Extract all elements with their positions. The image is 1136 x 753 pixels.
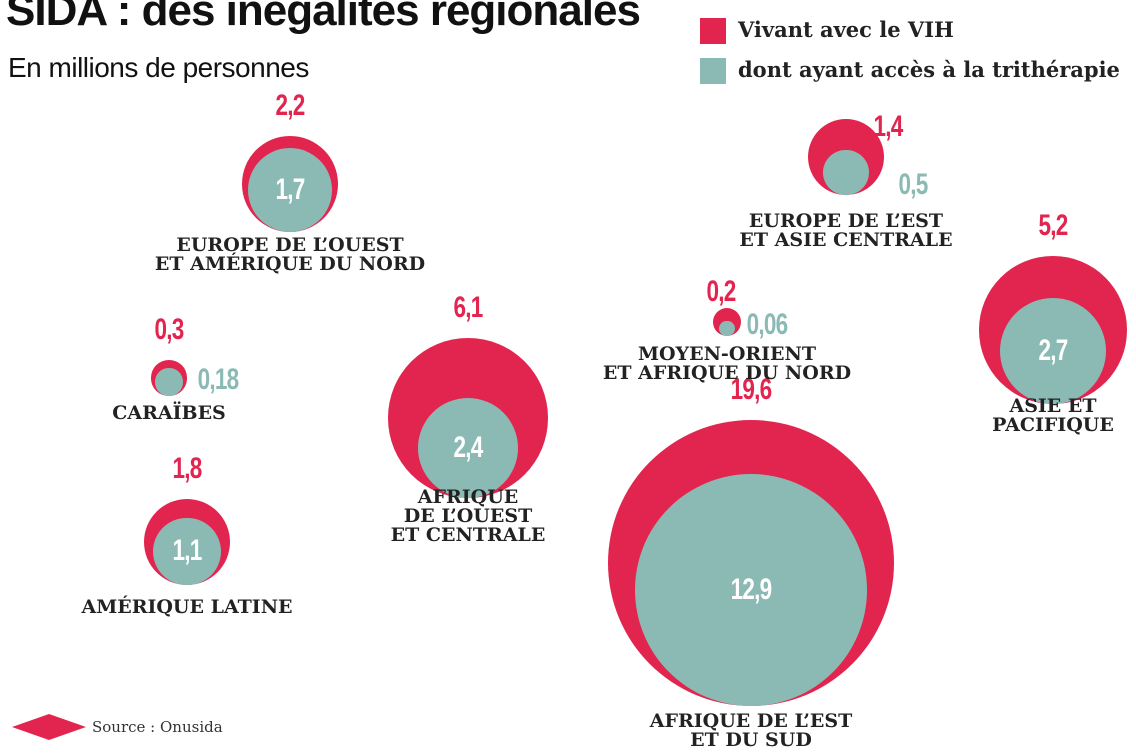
region-label: AFRIQUE DE L’EST ET DU SUD <box>649 710 853 751</box>
value-label: 12,9 <box>730 572 773 606</box>
bubble-inner <box>999 297 1107 404</box>
value-label: 0,5 <box>898 168 928 201</box>
legend-label: Vivant avec le VIH <box>738 17 954 42</box>
region-label: AFRIQUE DE L’OUEST ET CENTRALE <box>390 486 546 546</box>
value-label: 1,8 <box>172 451 202 485</box>
chart-title: SIDA : des inégalités régionales <box>6 0 641 35</box>
bubble-inner <box>247 147 333 232</box>
value-label: 6,1 <box>453 291 483 325</box>
region-label: EUROPE DE L’EST ET ASIE CENTRALE <box>739 210 953 251</box>
bubble-inner <box>417 397 519 498</box>
legend-swatch <box>700 58 726 84</box>
legend-swatch <box>700 18 726 44</box>
value-label: 1,4 <box>873 110 903 143</box>
region-label: ASIE ET PACIFIQUE <box>992 395 1114 436</box>
value-label: 0,06 <box>746 308 789 341</box>
value-label: 0,18 <box>197 363 240 396</box>
bubble-inner <box>634 473 867 706</box>
region-label: MOYEN-ORIENT ET AFRIQUE DU NORD <box>602 343 852 384</box>
value-label: 2,7 <box>1038 333 1068 367</box>
value-label: 0,3 <box>154 313 184 347</box>
bubble-inner <box>719 320 735 337</box>
region-label: CARAÏBES <box>112 402 226 424</box>
bubble-inner <box>153 517 221 586</box>
source-icon <box>12 714 86 740</box>
value-label: 1,7 <box>275 172 305 206</box>
source: Source : Onusida <box>92 718 223 736</box>
region-label: AMÉRIQUE LATINE <box>81 596 293 618</box>
region-label: EUROPE DE L’OUEST ET AMÉRIQUE DU NORD <box>154 234 426 275</box>
value-label: 0,2 <box>706 275 736 308</box>
value-label: 2,4 <box>453 430 483 464</box>
bubble-inner <box>155 368 183 396</box>
chart-subtitle: En millions de personnes <box>8 52 309 83</box>
value-label: 1,1 <box>172 534 202 568</box>
legend-label: dont ayant accès à la trithérapie <box>738 57 1120 82</box>
bubble-inner <box>823 149 869 196</box>
value-label: 2,2 <box>275 89 305 123</box>
value-label: 5,2 <box>1038 209 1068 243</box>
value-label: 19,6 <box>730 373 773 406</box>
